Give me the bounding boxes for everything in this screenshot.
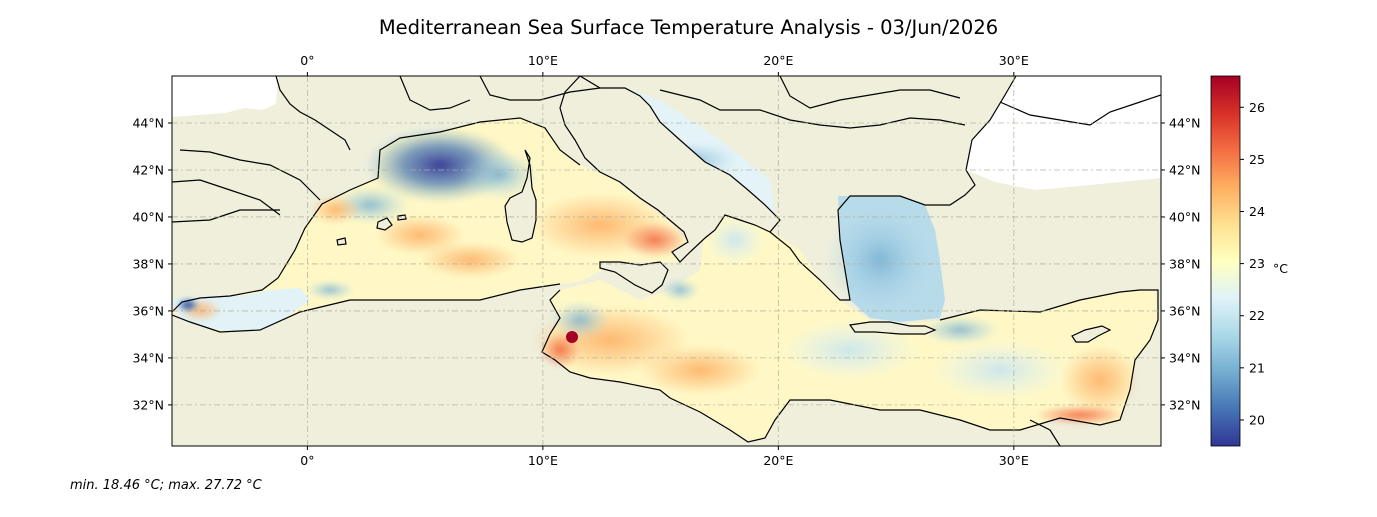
- lat-tick-left-6: 44°N: [132, 115, 164, 130]
- lat-tick-left-4: 40°N: [132, 209, 164, 224]
- lat-tick-right-1: 34°N: [1169, 350, 1201, 365]
- lat-tick-right-0: 32°N: [1169, 397, 1201, 412]
- land-masses: [336, 76, 1112, 343]
- lat-tick-right-3: 38°N: [1169, 256, 1201, 271]
- lon-tick-bottom-0: 0°: [300, 453, 314, 468]
- balearic-mallorca: [376, 217, 393, 231]
- colorbar-tick-5: 25: [1249, 152, 1265, 167]
- lon-tick-bottom-3: 30°E: [999, 453, 1029, 468]
- map-frame: [171, 75, 1162, 447]
- min-max-footer: min. 18.46 °C; max. 27.72 °C: [70, 478, 262, 493]
- lat-tick-right-4: 40°N: [1169, 209, 1201, 224]
- latitude-ticks-right: 32°N 34°N 36°N 38°N 40°N 42°N 44°N: [1161, 115, 1201, 412]
- colorbar-tick-3: 23: [1249, 256, 1265, 271]
- colorbar: 20 21 22 23 24 25 26 °C: [1210, 75, 1288, 447]
- map-title: Mediterranean Sea Surface Temperature An…: [378, 16, 999, 39]
- cyprus: [1071, 325, 1112, 343]
- lat-tick-right-2: 36°N: [1169, 303, 1201, 318]
- lat-tick-right-6: 44°N: [1169, 115, 1201, 130]
- colorbar-tick-4: 24: [1249, 204, 1265, 219]
- balearic-menorca: [397, 214, 407, 221]
- colorbar-tick-1: 21: [1249, 360, 1265, 375]
- no-data-region-west: [172, 76, 278, 117]
- crete: [848, 321, 937, 335]
- lat-tick-right-5: 42°N: [1169, 162, 1201, 177]
- longitude-ticks-top: 0° 10°E 20°E 30°E: [300, 53, 1029, 76]
- lon-tick-top-2: 20°E: [763, 53, 793, 68]
- italy: [559, 76, 781, 263]
- map-gridlines: [172, 76, 1161, 446]
- lon-tick-top-1: 10°E: [528, 53, 558, 68]
- colorbar-ticks: 20 21 22 23 24 25 26: [1240, 100, 1265, 427]
- lat-tick-left-1: 34°N: [132, 350, 164, 365]
- corsica-sardinia: [504, 149, 537, 243]
- lon-tick-top-3: 30°E: [999, 53, 1029, 68]
- lat-tick-left-2: 36°N: [132, 303, 164, 318]
- lat-tick-left-0: 32°N: [132, 397, 164, 412]
- colorbar-tick-6: 26: [1249, 100, 1265, 115]
- colorbar-tick-2: 22: [1249, 308, 1265, 323]
- lon-tick-top-0: 0°: [300, 53, 314, 68]
- sicily: [599, 261, 669, 294]
- colorbar-unit-label: °C: [1273, 261, 1288, 276]
- lon-tick-bottom-1: 10°E: [528, 453, 558, 468]
- lat-tick-left-5: 42°N: [132, 162, 164, 177]
- longitude-ticks-bottom: 0° 10°E 20°E 30°E: [300, 446, 1029, 468]
- latitude-ticks-left: 32°N 34°N 36°N 38°N 40°N 42°N 44°N: [132, 115, 172, 412]
- lat-tick-left-3: 38°N: [132, 256, 164, 271]
- colorbar-bar: [1210, 75, 1241, 447]
- map-panel: [171, 75, 1162, 447]
- hotspot-gulf-of-gabes: [566, 331, 578, 343]
- lon-tick-bottom-2: 20°E: [763, 453, 793, 468]
- no-data-region-east: [966, 76, 1161, 190]
- balearic-ibiza: [336, 237, 347, 246]
- coastlines: [172, 76, 1161, 446]
- colorbar-tick-0: 20: [1249, 412, 1265, 427]
